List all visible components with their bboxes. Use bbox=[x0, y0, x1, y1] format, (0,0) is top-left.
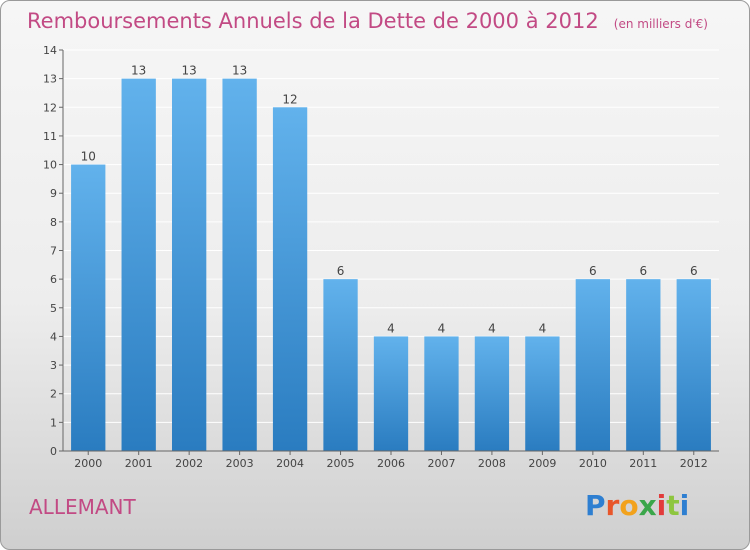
y-tick-label: 4 bbox=[50, 330, 57, 343]
value-label-2011: 6 bbox=[639, 264, 647, 278]
chart-title: Remboursements Annuels de la Dette de 20… bbox=[27, 9, 708, 33]
chart-title-text: Remboursements Annuels de la Dette de 20… bbox=[27, 9, 599, 33]
y-tick-label: 5 bbox=[50, 302, 57, 315]
bar-2007 bbox=[424, 336, 459, 451]
bar-2001 bbox=[121, 78, 156, 452]
x-tick-label-2006: 2006 bbox=[377, 457, 405, 470]
y-tick-label: 11 bbox=[43, 130, 57, 143]
y-tick-label: 1 bbox=[50, 416, 57, 429]
x-tick-label-2007: 2007 bbox=[427, 457, 455, 470]
x-tick-label-2011: 2011 bbox=[629, 457, 657, 470]
value-label-2002: 13 bbox=[182, 64, 197, 78]
value-label-2003: 13 bbox=[232, 64, 247, 78]
value-label-2001: 13 bbox=[131, 64, 146, 78]
y-tick-label: 13 bbox=[43, 73, 57, 86]
x-tick-label-2012: 2012 bbox=[680, 457, 708, 470]
bar-2002 bbox=[171, 78, 207, 452]
value-label-2010: 6 bbox=[589, 264, 597, 278]
value-label-2006: 4 bbox=[387, 321, 395, 335]
x-tick-label-2010: 2010 bbox=[579, 457, 607, 470]
bar-2008 bbox=[474, 336, 510, 451]
value-label-2000: 10 bbox=[81, 150, 96, 164]
y-tick-label: 12 bbox=[43, 101, 57, 114]
value-label-2004: 12 bbox=[282, 92, 297, 106]
x-tick-label-2008: 2008 bbox=[478, 457, 506, 470]
value-label-2007: 4 bbox=[438, 321, 446, 335]
x-tick-label-2004: 2004 bbox=[276, 457, 304, 470]
x-tick-label-2000: 2000 bbox=[74, 457, 102, 470]
proxiti-logo: Proxiti bbox=[585, 489, 690, 522]
y-tick-label: 14 bbox=[43, 44, 57, 57]
value-label-2005: 6 bbox=[337, 264, 345, 278]
x-tick-label-2005: 2005 bbox=[327, 457, 355, 470]
y-tick-label: 8 bbox=[50, 216, 57, 229]
x-tick-label-2001: 2001 bbox=[125, 457, 153, 470]
y-tick-label: 6 bbox=[50, 273, 57, 286]
y-tick-label: 10 bbox=[43, 159, 57, 172]
bar-2000 bbox=[71, 164, 106, 452]
y-tick-label: 2 bbox=[50, 388, 57, 401]
y-tick-label: 9 bbox=[50, 187, 57, 200]
value-label-2009: 4 bbox=[539, 321, 547, 335]
bar-2006 bbox=[373, 336, 409, 451]
x-tick-label-2009: 2009 bbox=[528, 457, 556, 470]
y-tick-label: 7 bbox=[50, 245, 57, 258]
y-tick-label: 0 bbox=[50, 445, 57, 458]
bar-2010 bbox=[575, 279, 611, 451]
bar-2012 bbox=[676, 279, 711, 451]
bar-2003 bbox=[222, 78, 257, 452]
bar-2011 bbox=[626, 279, 661, 451]
bar-2009 bbox=[525, 336, 560, 451]
value-label-2008: 4 bbox=[488, 321, 496, 335]
y-tick-label: 3 bbox=[50, 359, 57, 372]
x-tick-label-2002: 2002 bbox=[175, 457, 203, 470]
x-tick-label-2003: 2003 bbox=[226, 457, 254, 470]
chart-unit: (en milliers d'€) bbox=[613, 17, 708, 31]
bar-2004 bbox=[272, 107, 308, 452]
commune-name: ALLEMANT bbox=[29, 495, 136, 519]
value-label-2012: 6 bbox=[690, 264, 698, 278]
bar-2005 bbox=[323, 279, 358, 451]
